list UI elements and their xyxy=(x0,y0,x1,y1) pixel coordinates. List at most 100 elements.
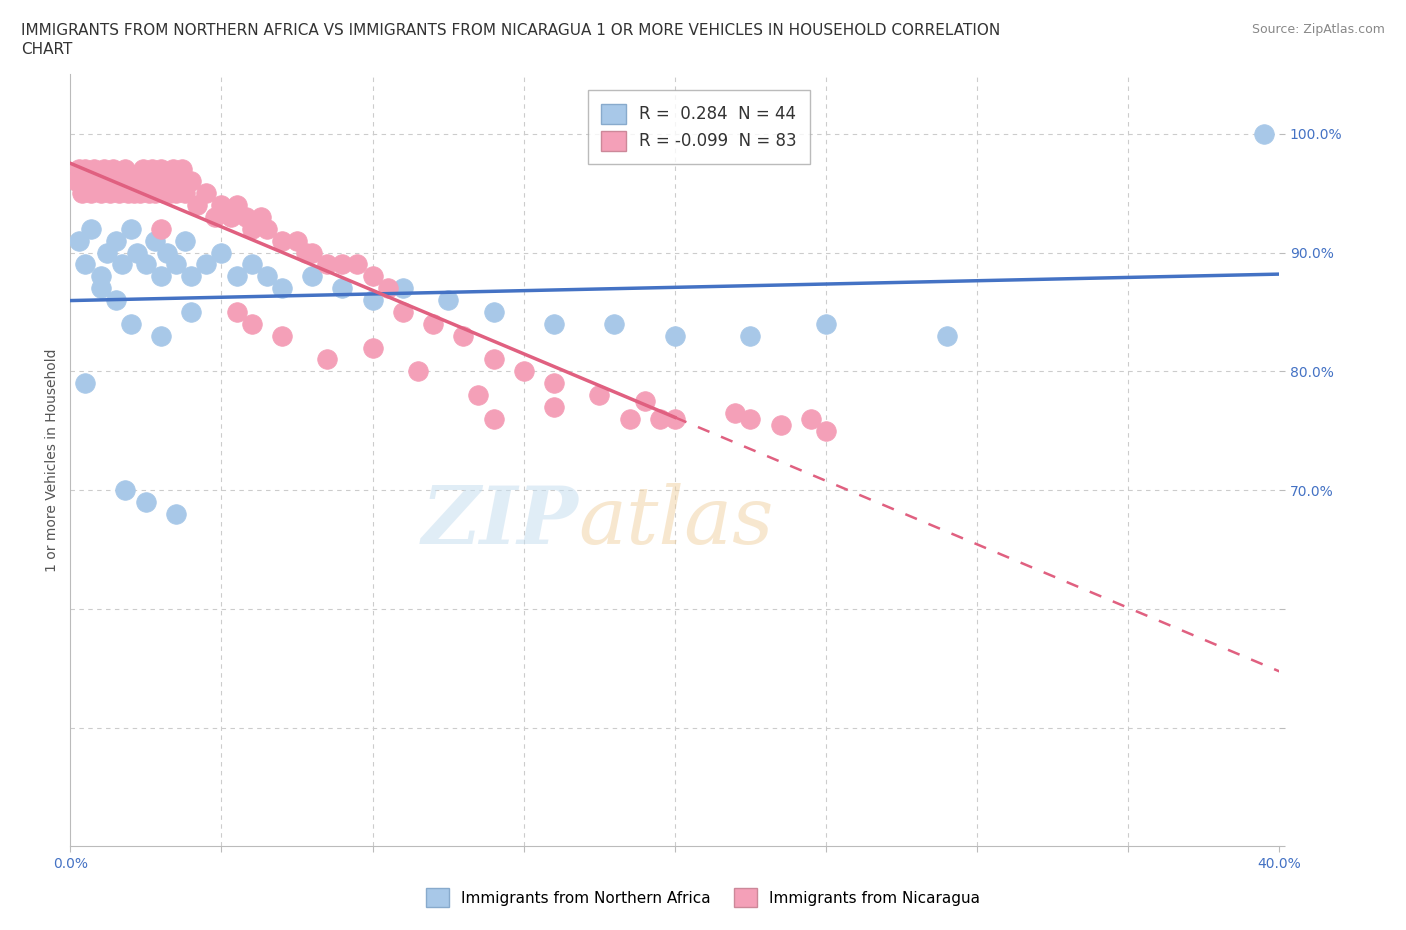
Point xyxy=(422,316,444,331)
Point xyxy=(391,304,415,319)
Point xyxy=(75,162,97,177)
Point xyxy=(111,257,134,272)
Point xyxy=(467,388,489,403)
Point xyxy=(603,316,626,331)
Point xyxy=(240,257,263,272)
Point xyxy=(120,316,142,331)
Point xyxy=(543,400,565,415)
Text: CHART: CHART xyxy=(21,42,73,57)
Point xyxy=(141,162,163,177)
Point xyxy=(225,269,247,284)
Point xyxy=(332,257,354,272)
Point xyxy=(740,411,762,426)
Point xyxy=(150,328,173,343)
Point xyxy=(80,221,103,236)
Text: atlas: atlas xyxy=(578,484,773,561)
Point xyxy=(98,186,121,201)
Point xyxy=(174,233,197,248)
Point xyxy=(146,174,169,189)
Point xyxy=(125,174,148,189)
Point xyxy=(101,162,124,177)
Point xyxy=(270,281,294,296)
Point xyxy=(1253,126,1275,141)
Y-axis label: 1 or more Vehicles in Household: 1 or more Vehicles in Household xyxy=(45,349,59,572)
Point xyxy=(588,388,610,403)
Point xyxy=(114,483,136,498)
Point xyxy=(740,328,762,343)
Point xyxy=(135,257,157,272)
Point xyxy=(648,411,671,426)
Point xyxy=(377,281,399,296)
Point xyxy=(724,405,747,420)
Point xyxy=(104,174,127,189)
Point xyxy=(285,233,308,248)
Point xyxy=(186,197,208,212)
Point xyxy=(86,174,108,189)
Point xyxy=(150,221,173,236)
Point xyxy=(180,304,202,319)
Point xyxy=(156,174,179,189)
Point xyxy=(153,186,176,201)
Point xyxy=(219,209,242,224)
Point xyxy=(235,209,257,224)
Point xyxy=(256,269,278,284)
Point xyxy=(225,197,247,212)
Point xyxy=(270,233,294,248)
Point xyxy=(104,233,127,248)
Point xyxy=(482,304,505,319)
Point xyxy=(107,186,129,201)
Point xyxy=(513,364,536,379)
Point xyxy=(256,221,278,236)
Point xyxy=(165,506,187,521)
Point xyxy=(172,162,194,177)
Point xyxy=(165,186,187,201)
Point xyxy=(132,162,155,177)
Point xyxy=(180,269,202,284)
Point xyxy=(664,328,686,343)
Point xyxy=(437,293,460,308)
Point xyxy=(301,246,323,260)
Point xyxy=(815,316,838,331)
Point xyxy=(195,257,218,272)
Point xyxy=(72,186,94,201)
Point xyxy=(249,209,271,224)
Point xyxy=(936,328,959,343)
Point xyxy=(143,233,166,248)
Point xyxy=(391,281,415,296)
Point xyxy=(122,186,145,201)
Point xyxy=(117,186,139,201)
Point xyxy=(482,411,505,426)
Point xyxy=(769,418,792,432)
Point xyxy=(104,293,127,308)
Point xyxy=(240,316,263,331)
Point xyxy=(75,257,97,272)
Point xyxy=(120,221,142,236)
Text: IMMIGRANTS FROM NORTHERN AFRICA VS IMMIGRANTS FROM NICARAGUA 1 OR MORE VEHICLES : IMMIGRANTS FROM NORTHERN AFRICA VS IMMIG… xyxy=(21,23,1000,38)
Point xyxy=(125,246,148,260)
Point xyxy=(195,186,218,201)
Point xyxy=(90,186,111,201)
Point xyxy=(316,257,339,272)
Point xyxy=(96,246,118,260)
Point xyxy=(346,257,368,272)
Point xyxy=(120,174,142,189)
Point xyxy=(204,209,226,224)
Point xyxy=(67,162,90,177)
Point xyxy=(156,246,179,260)
Point xyxy=(270,328,294,343)
Point xyxy=(143,186,166,201)
Point xyxy=(159,186,181,201)
Point xyxy=(361,340,384,355)
Point xyxy=(162,162,184,177)
Point xyxy=(90,269,111,284)
Point xyxy=(180,174,202,189)
Point xyxy=(150,269,173,284)
Point xyxy=(77,174,100,189)
Point xyxy=(301,269,323,284)
Point xyxy=(619,411,641,426)
Point xyxy=(165,257,187,272)
Point xyxy=(543,316,565,331)
Point xyxy=(240,221,263,236)
Point xyxy=(138,186,160,201)
Legend: R =  0.284  N = 44, R = -0.099  N = 83: R = 0.284 N = 44, R = -0.099 N = 83 xyxy=(588,90,810,165)
